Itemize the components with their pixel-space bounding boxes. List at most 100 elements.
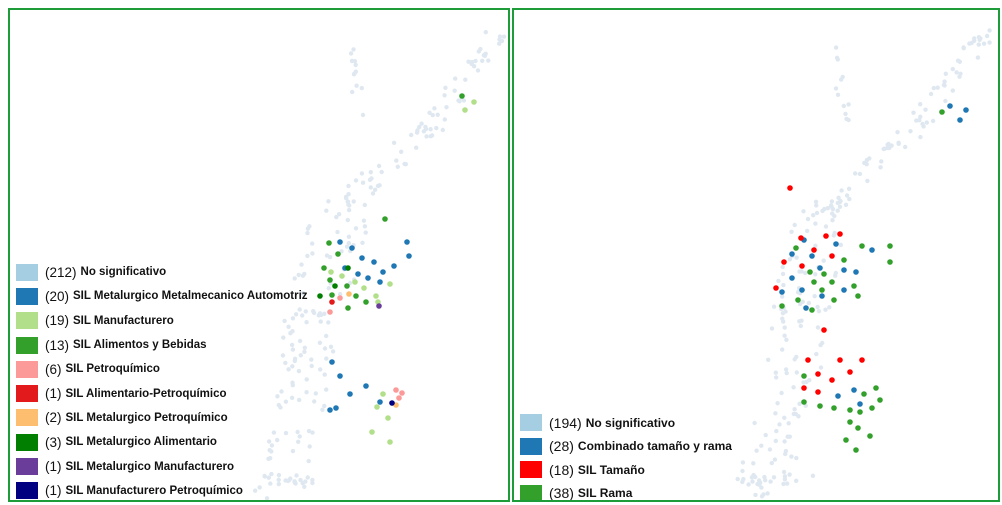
category-point[interactable] [377, 279, 383, 285]
background-point[interactable] [987, 28, 992, 33]
background-point[interactable] [846, 102, 851, 107]
background-point[interactable] [322, 403, 327, 409]
category-point[interactable] [353, 293, 359, 299]
background-point[interactable] [298, 477, 303, 483]
background-point[interactable] [305, 475, 310, 480]
background-point[interactable] [442, 117, 447, 122]
category-point[interactable] [363, 299, 369, 305]
background-point[interactable] [753, 474, 758, 480]
category-point[interactable] [329, 359, 335, 365]
left-map-canvas[interactable] [10, 10, 508, 500]
category-point[interactable] [877, 397, 883, 403]
category-point[interactable] [471, 99, 477, 105]
background-point[interactable] [295, 429, 300, 435]
category-point[interactable] [831, 405, 837, 411]
background-point[interactable] [288, 331, 293, 336]
background-point[interactable] [780, 264, 785, 270]
category-point[interactable] [853, 447, 859, 453]
background-point[interactable] [399, 149, 404, 154]
background-point[interactable] [810, 473, 816, 478]
background-point[interactable] [346, 192, 351, 197]
category-point[interactable] [867, 433, 873, 439]
background-point[interactable] [275, 394, 280, 399]
category-point[interactable] [861, 391, 867, 397]
background-point[interactable] [297, 434, 302, 439]
background-point[interactable] [830, 218, 835, 223]
background-point[interactable] [318, 319, 323, 324]
background-point[interactable] [305, 226, 311, 231]
background-point[interactable] [368, 170, 373, 175]
category-point[interactable] [404, 239, 410, 245]
category-point[interactable] [327, 309, 333, 315]
category-point[interactable] [855, 425, 861, 431]
background-point[interactable] [463, 77, 468, 82]
background-point[interactable] [281, 335, 286, 340]
category-point[interactable] [841, 257, 847, 263]
background-point[interactable] [823, 224, 829, 229]
category-point[interactable] [855, 293, 861, 299]
category-point[interactable] [406, 253, 412, 259]
category-point[interactable] [795, 297, 801, 303]
background-point[interactable] [501, 34, 507, 39]
background-point[interactable] [943, 71, 948, 76]
background-point[interactable] [799, 269, 804, 274]
background-point[interactable] [981, 41, 987, 46]
background-point[interactable] [783, 367, 789, 372]
category-point[interactable] [869, 247, 875, 253]
category-point[interactable] [873, 385, 879, 391]
category-point[interactable] [333, 405, 339, 411]
background-point[interactable] [801, 209, 806, 214]
category-point[interactable] [801, 385, 807, 391]
category-point[interactable] [857, 401, 863, 407]
background-point[interactable] [833, 86, 839, 91]
category-point[interactable] [829, 253, 835, 259]
background-point[interactable] [972, 36, 977, 41]
background-point[interactable] [921, 124, 926, 129]
background-point[interactable] [293, 312, 299, 317]
background-point[interactable] [322, 346, 328, 351]
background-point[interactable] [421, 129, 427, 134]
background-point[interactable] [837, 204, 843, 209]
category-point[interactable] [335, 251, 341, 257]
background-point[interactable] [769, 460, 774, 466]
background-point[interactable] [443, 85, 448, 91]
background-point[interactable] [761, 492, 766, 497]
category-point[interactable] [332, 283, 338, 289]
category-point[interactable] [847, 369, 853, 375]
background-point[interactable] [267, 448, 272, 453]
background-point[interactable] [310, 480, 315, 486]
background-point[interactable] [359, 85, 364, 91]
background-point[interactable] [784, 337, 789, 342]
background-point[interactable] [376, 163, 382, 169]
category-point[interactable] [851, 283, 857, 289]
background-point[interactable] [351, 47, 356, 52]
category-point[interactable] [799, 263, 805, 269]
background-point[interactable] [759, 485, 764, 490]
background-point[interactable] [430, 112, 435, 118]
right-map-canvas[interactable] [514, 10, 998, 500]
category-point[interactable] [779, 303, 785, 309]
background-point[interactable] [424, 134, 429, 139]
background-point[interactable] [769, 326, 775, 331]
background-point[interactable] [881, 146, 886, 152]
background-point[interactable] [782, 474, 788, 479]
background-point[interactable] [346, 207, 352, 213]
background-point[interactable] [885, 145, 890, 151]
category-point[interactable] [344, 283, 350, 289]
category-point[interactable] [352, 279, 358, 285]
background-point[interactable] [271, 430, 277, 435]
background-point[interactable] [294, 473, 299, 478]
background-point[interactable] [942, 79, 947, 84]
background-point[interactable] [784, 481, 790, 486]
category-point[interactable] [337, 373, 343, 379]
category-point[interactable] [841, 267, 847, 273]
background-point[interactable] [391, 140, 397, 145]
background-point[interactable] [820, 340, 825, 346]
background-point[interactable] [266, 475, 271, 480]
background-point[interactable] [361, 218, 367, 223]
category-point[interactable] [365, 275, 371, 281]
background-point[interactable] [830, 211, 835, 216]
background-point[interactable] [262, 474, 267, 479]
background-point[interactable] [751, 461, 756, 466]
background-point[interactable] [911, 110, 916, 115]
